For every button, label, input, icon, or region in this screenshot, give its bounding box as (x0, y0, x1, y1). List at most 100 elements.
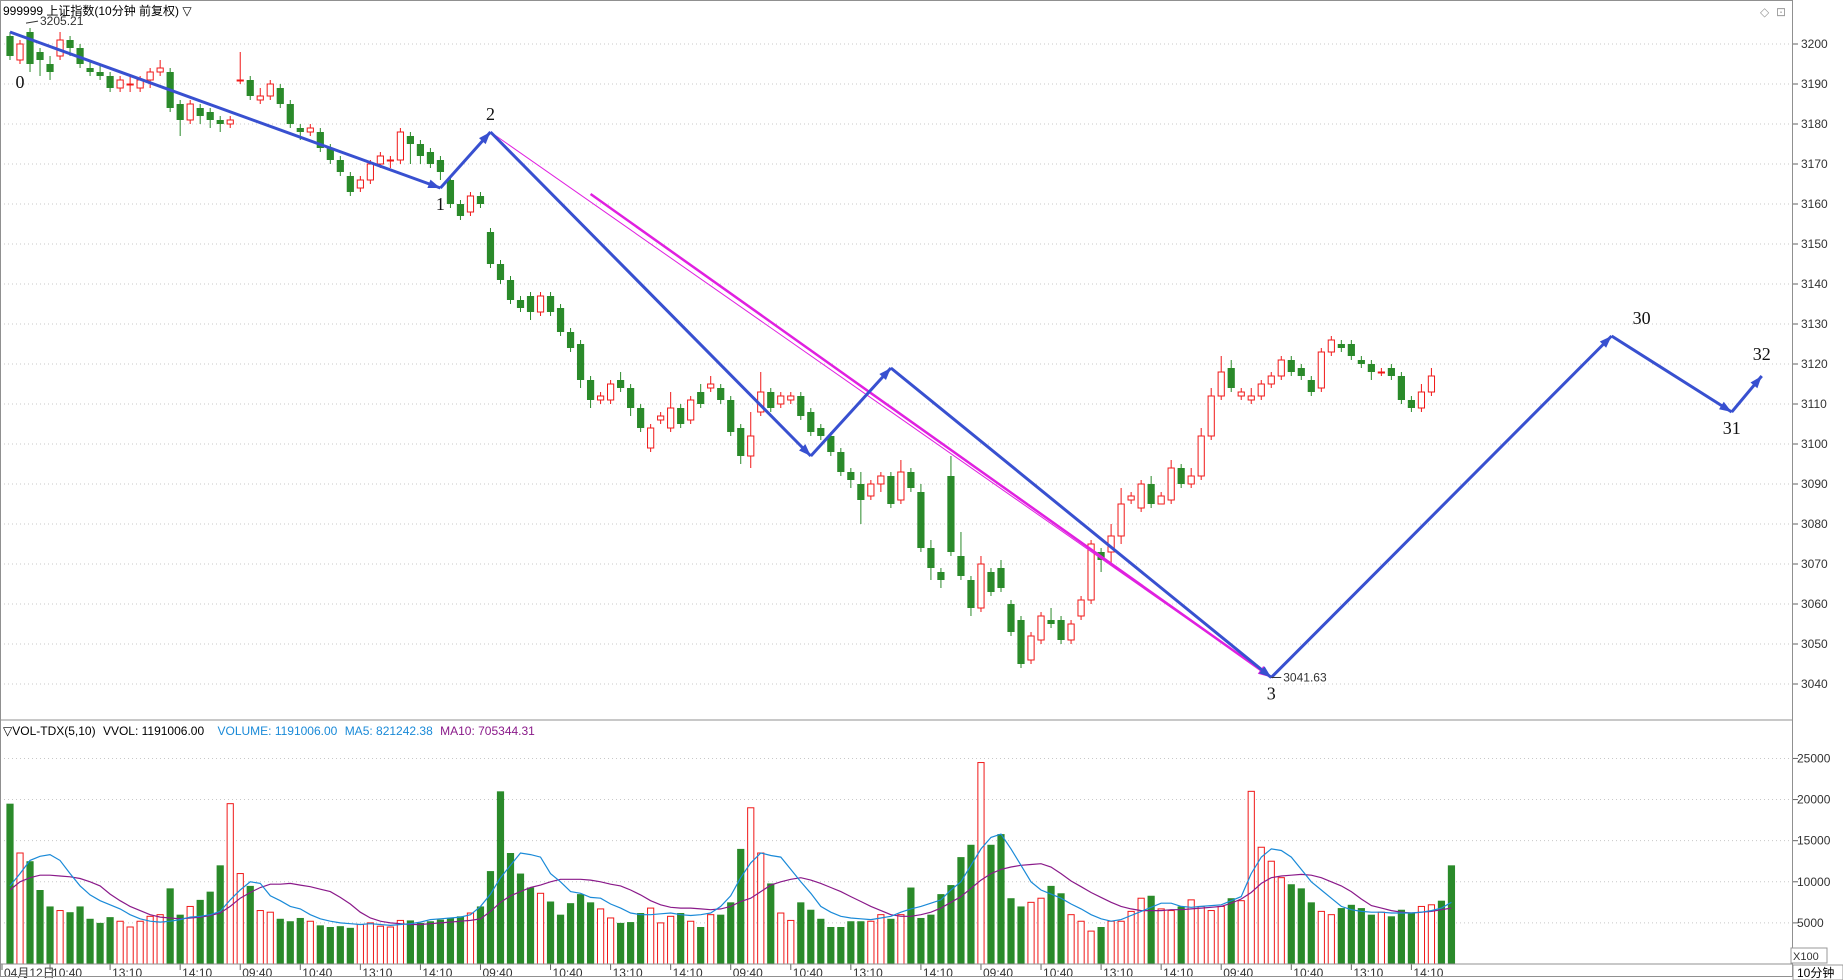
volume-bar-down (76, 906, 84, 964)
price-grid (0, 43, 1792, 685)
candle-body-up (1317, 351, 1325, 389)
candle-body-up (687, 399, 695, 421)
volume-bar-down (66, 912, 74, 964)
price-tick-label: 3190 (1801, 77, 1828, 91)
volume-bar-down (737, 848, 745, 964)
volume-bar-down (6, 803, 14, 964)
time-tick-label: 13:10 (1103, 966, 1133, 980)
volume-bar-up (1327, 914, 1335, 965)
candle-body-up (1327, 339, 1335, 353)
volume-bar-up (1317, 910, 1325, 965)
candle-body-down (1367, 364, 1375, 372)
volume-bar-down (1367, 914, 1375, 964)
volume-bar-up (136, 920, 144, 965)
volume-bar-up (897, 914, 905, 965)
volume-bar-down (637, 913, 645, 964)
volume-bar-up (1077, 920, 1085, 965)
candle-body-down (436, 160, 445, 172)
price-tick-label: 3180 (1801, 117, 1828, 131)
high-price-marker: 3205.21 (25, 14, 84, 28)
volume-bar-up (1037, 897, 1045, 965)
volume-bar-down (797, 902, 805, 964)
time-tick-label: 14:10 (422, 966, 452, 980)
candle-body-up (1427, 375, 1436, 393)
volume-bar-down (927, 914, 935, 964)
float-window-icon[interactable]: ◇ (1760, 5, 1770, 19)
candle-body-down (1307, 380, 1315, 392)
period-label[interactable]: 10分钟 (1797, 965, 1834, 980)
time-tick-label: 14:10 (182, 966, 212, 980)
volume-bar-down (827, 927, 835, 964)
volume-bar-up (376, 925, 384, 965)
candle-body-down (576, 344, 585, 380)
candle-body-up (1027, 635, 1035, 661)
volume-bar-down (1347, 904, 1355, 964)
time-tick-label: 13:10 (362, 966, 392, 980)
candle-body-down (106, 76, 114, 88)
volume-bar-up (777, 912, 785, 965)
candle-body-up (1267, 375, 1275, 385)
wave-segment (1270, 334, 1613, 679)
maximize-window-icon[interactable]: ⊡ (1776, 5, 1786, 19)
candle-body-up (1037, 615, 1045, 641)
candle-body-down (246, 80, 254, 96)
candle-body-up (1127, 495, 1135, 501)
channel-line-thick (589, 192, 1272, 679)
candle-body-up (156, 67, 164, 73)
price-tick-label: 3100 (1801, 437, 1828, 451)
candle-body-down (807, 412, 815, 432)
wave-labels: 0 1 2 3 30 31 32 (16, 72, 1771, 703)
candle-body-down (496, 264, 505, 280)
time-tick-label: 10:40 (52, 966, 82, 980)
ma10-value: MA10: 705344.31 (440, 724, 535, 738)
candle-body-up (1167, 467, 1175, 501)
time-tick-label: 13:10 (853, 966, 883, 980)
candle-body-up (596, 395, 605, 401)
volume-bar-down (526, 887, 535, 964)
wave-arrowhead (1258, 666, 1272, 678)
volume-bar-down (446, 917, 455, 964)
price-tick-label: 3040 (1801, 677, 1828, 691)
candle-body-up (897, 471, 905, 501)
candle-body-up (356, 179, 364, 189)
candle-body-up (1207, 395, 1215, 437)
volume-bar-up (667, 915, 675, 965)
volume-bar-down (717, 914, 725, 964)
volume-bar-up (226, 803, 234, 965)
volume-bar-down (677, 913, 685, 964)
volume-bar-up (747, 807, 755, 965)
volume-bar-up (186, 905, 194, 965)
volume-bar-down (1177, 906, 1185, 964)
candle-body-up (607, 383, 615, 401)
chart-title[interactable]: 999999 上证指数(10分钟 前复权) ▽ (3, 3, 192, 18)
candle-body-up (1417, 391, 1426, 409)
volume-bar-down (546, 901, 555, 964)
candle-body-up (386, 159, 394, 162)
time-tick-label: 10:40 (1293, 966, 1323, 980)
volume-bar-down (36, 890, 44, 964)
candle-body-down (837, 452, 845, 472)
wave-segment (889, 366, 1273, 679)
volume-bar-down (216, 865, 224, 964)
wave-arrowhead (799, 444, 811, 456)
volume-bar-down (506, 853, 515, 964)
trend-lines (9, 30, 1763, 679)
period-box[interactable] (1792, 964, 1843, 980)
candle-body-down (997, 568, 1005, 588)
price-tick-label: 3200 (1801, 37, 1828, 51)
candle-body-down (586, 380, 595, 400)
candle-body-up (1217, 371, 1225, 397)
time-tick-label: 10:40 (793, 966, 823, 980)
volume-indicator-header[interactable]: ▽VOL-TDX(5,10) VVOL: 1191006.00 VOLUME: … (3, 724, 535, 738)
wave-label: 3 (1267, 683, 1276, 703)
volume-bar-up (1067, 914, 1075, 965)
ma5-line (9, 833, 1452, 927)
wave-arrowhead (1719, 401, 1732, 412)
candle-body-up (266, 83, 274, 97)
candle-body-down (86, 68, 94, 72)
candle-body-down (286, 104, 294, 124)
volume-bar-down (286, 921, 294, 964)
volume-tick-label: 20000 (1797, 793, 1831, 807)
